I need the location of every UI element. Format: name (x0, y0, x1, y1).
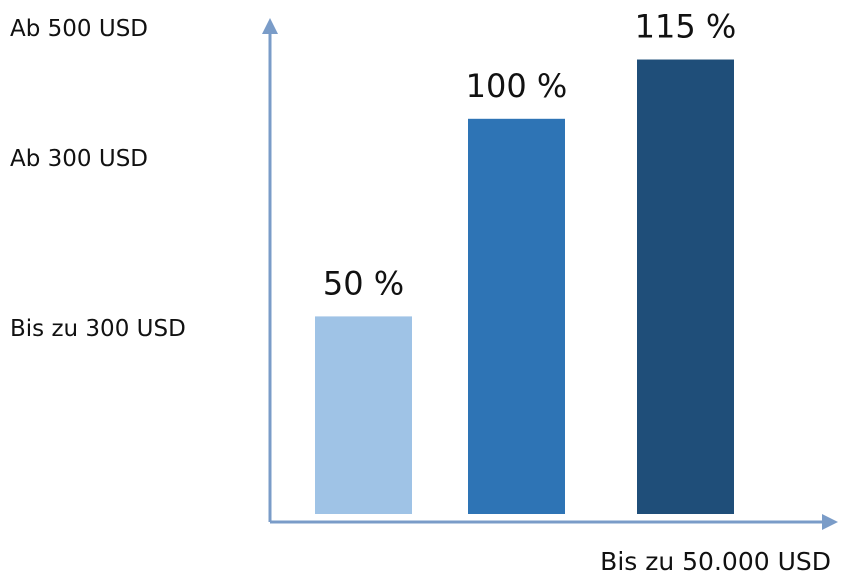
y-axis-label-ab-500: Ab 500 USD (10, 16, 148, 42)
axes-group (262, 18, 838, 530)
bar-1 (315, 316, 412, 514)
bar-value-label-1: 50 % (323, 264, 404, 302)
x-axis-label: Bis zu 50.000 USD (600, 547, 831, 576)
bar-value-label-3: 115 % (635, 8, 737, 46)
bar-3 (637, 59, 734, 515)
bars-group: 50 % 100 % 115 % (315, 8, 737, 515)
y-axis-arrow-icon (262, 18, 278, 34)
y-axis-label-bis-300: Bis zu 300 USD (10, 316, 186, 342)
y-axis-label-ab-300: Ab 300 USD (10, 146, 148, 172)
bar-2 (468, 118, 565, 515)
bar-value-label-2: 100 % (466, 67, 568, 105)
x-axis-arrow-icon (822, 514, 838, 530)
